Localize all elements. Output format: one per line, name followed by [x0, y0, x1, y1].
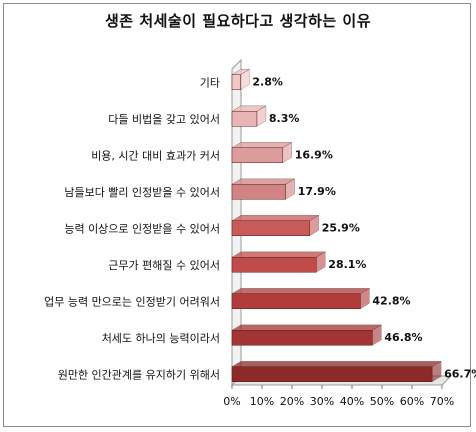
- x-tick-label: 50%: [370, 395, 394, 408]
- value-label: 17.9%: [298, 185, 336, 198]
- bar-top: [231, 142, 293, 148]
- bar-top: [231, 288, 371, 294]
- bar: [231, 330, 373, 346]
- category-label: 남들보다 빨리 인정받을 수 있어서: [64, 186, 220, 199]
- bar-top: [231, 251, 327, 258]
- category-label: 근무가 편해질 수 있어서: [108, 258, 220, 272]
- category-label: 원만한 인간관계를 유지하기 위해서: [58, 367, 220, 381]
- bar: [231, 257, 317, 273]
- bar: [231, 220, 310, 236]
- category-label: 업무 능력 만으로는 인정받기 어려워서: [44, 295, 220, 308]
- value-label: 8.3%: [269, 112, 300, 125]
- x-tick-label: 30%: [310, 395, 334, 408]
- x-tick-label: 20%: [280, 395, 304, 408]
- value-label: 28.1%: [328, 258, 366, 271]
- x-tick-label: 40%: [340, 395, 364, 408]
- chart-title: 생존 처세술이 필요하다고 생각하는 이유: [105, 12, 371, 30]
- bar: [231, 147, 283, 163]
- x-tick-label: 70%: [430, 395, 454, 408]
- value-label: 2.8%: [252, 75, 283, 88]
- category-label: 능력 이상으로 인정받을 수 있어서: [64, 222, 220, 235]
- x-tick-label: 60%: [400, 395, 424, 408]
- value-label: 42.8%: [372, 294, 410, 307]
- value-label: 25.9%: [322, 221, 360, 234]
- category-label: 다들 비법을 갖고 있어서: [108, 113, 220, 126]
- value-label: 66.7%: [444, 367, 476, 380]
- bar: [231, 184, 286, 200]
- bar: [231, 74, 241, 90]
- category-label: 기타: [200, 76, 220, 89]
- value-label: 46.8%: [384, 331, 422, 344]
- bar-top: [231, 215, 320, 221]
- x-tick-label: 10%: [250, 395, 274, 408]
- value-label: 16.9%: [295, 148, 333, 161]
- x-tick-label: 0%: [223, 395, 240, 408]
- bar: [231, 293, 361, 309]
- bar-top: [231, 178, 296, 185]
- category-label: 처세도 하나의 능력이라서: [102, 331, 220, 345]
- category-label: 비용, 시간 대비 효과가 커서: [91, 149, 220, 162]
- bar: [231, 111, 258, 127]
- bar: [231, 366, 433, 382]
- bar-top: [231, 324, 383, 331]
- bar-top: [231, 361, 442, 367]
